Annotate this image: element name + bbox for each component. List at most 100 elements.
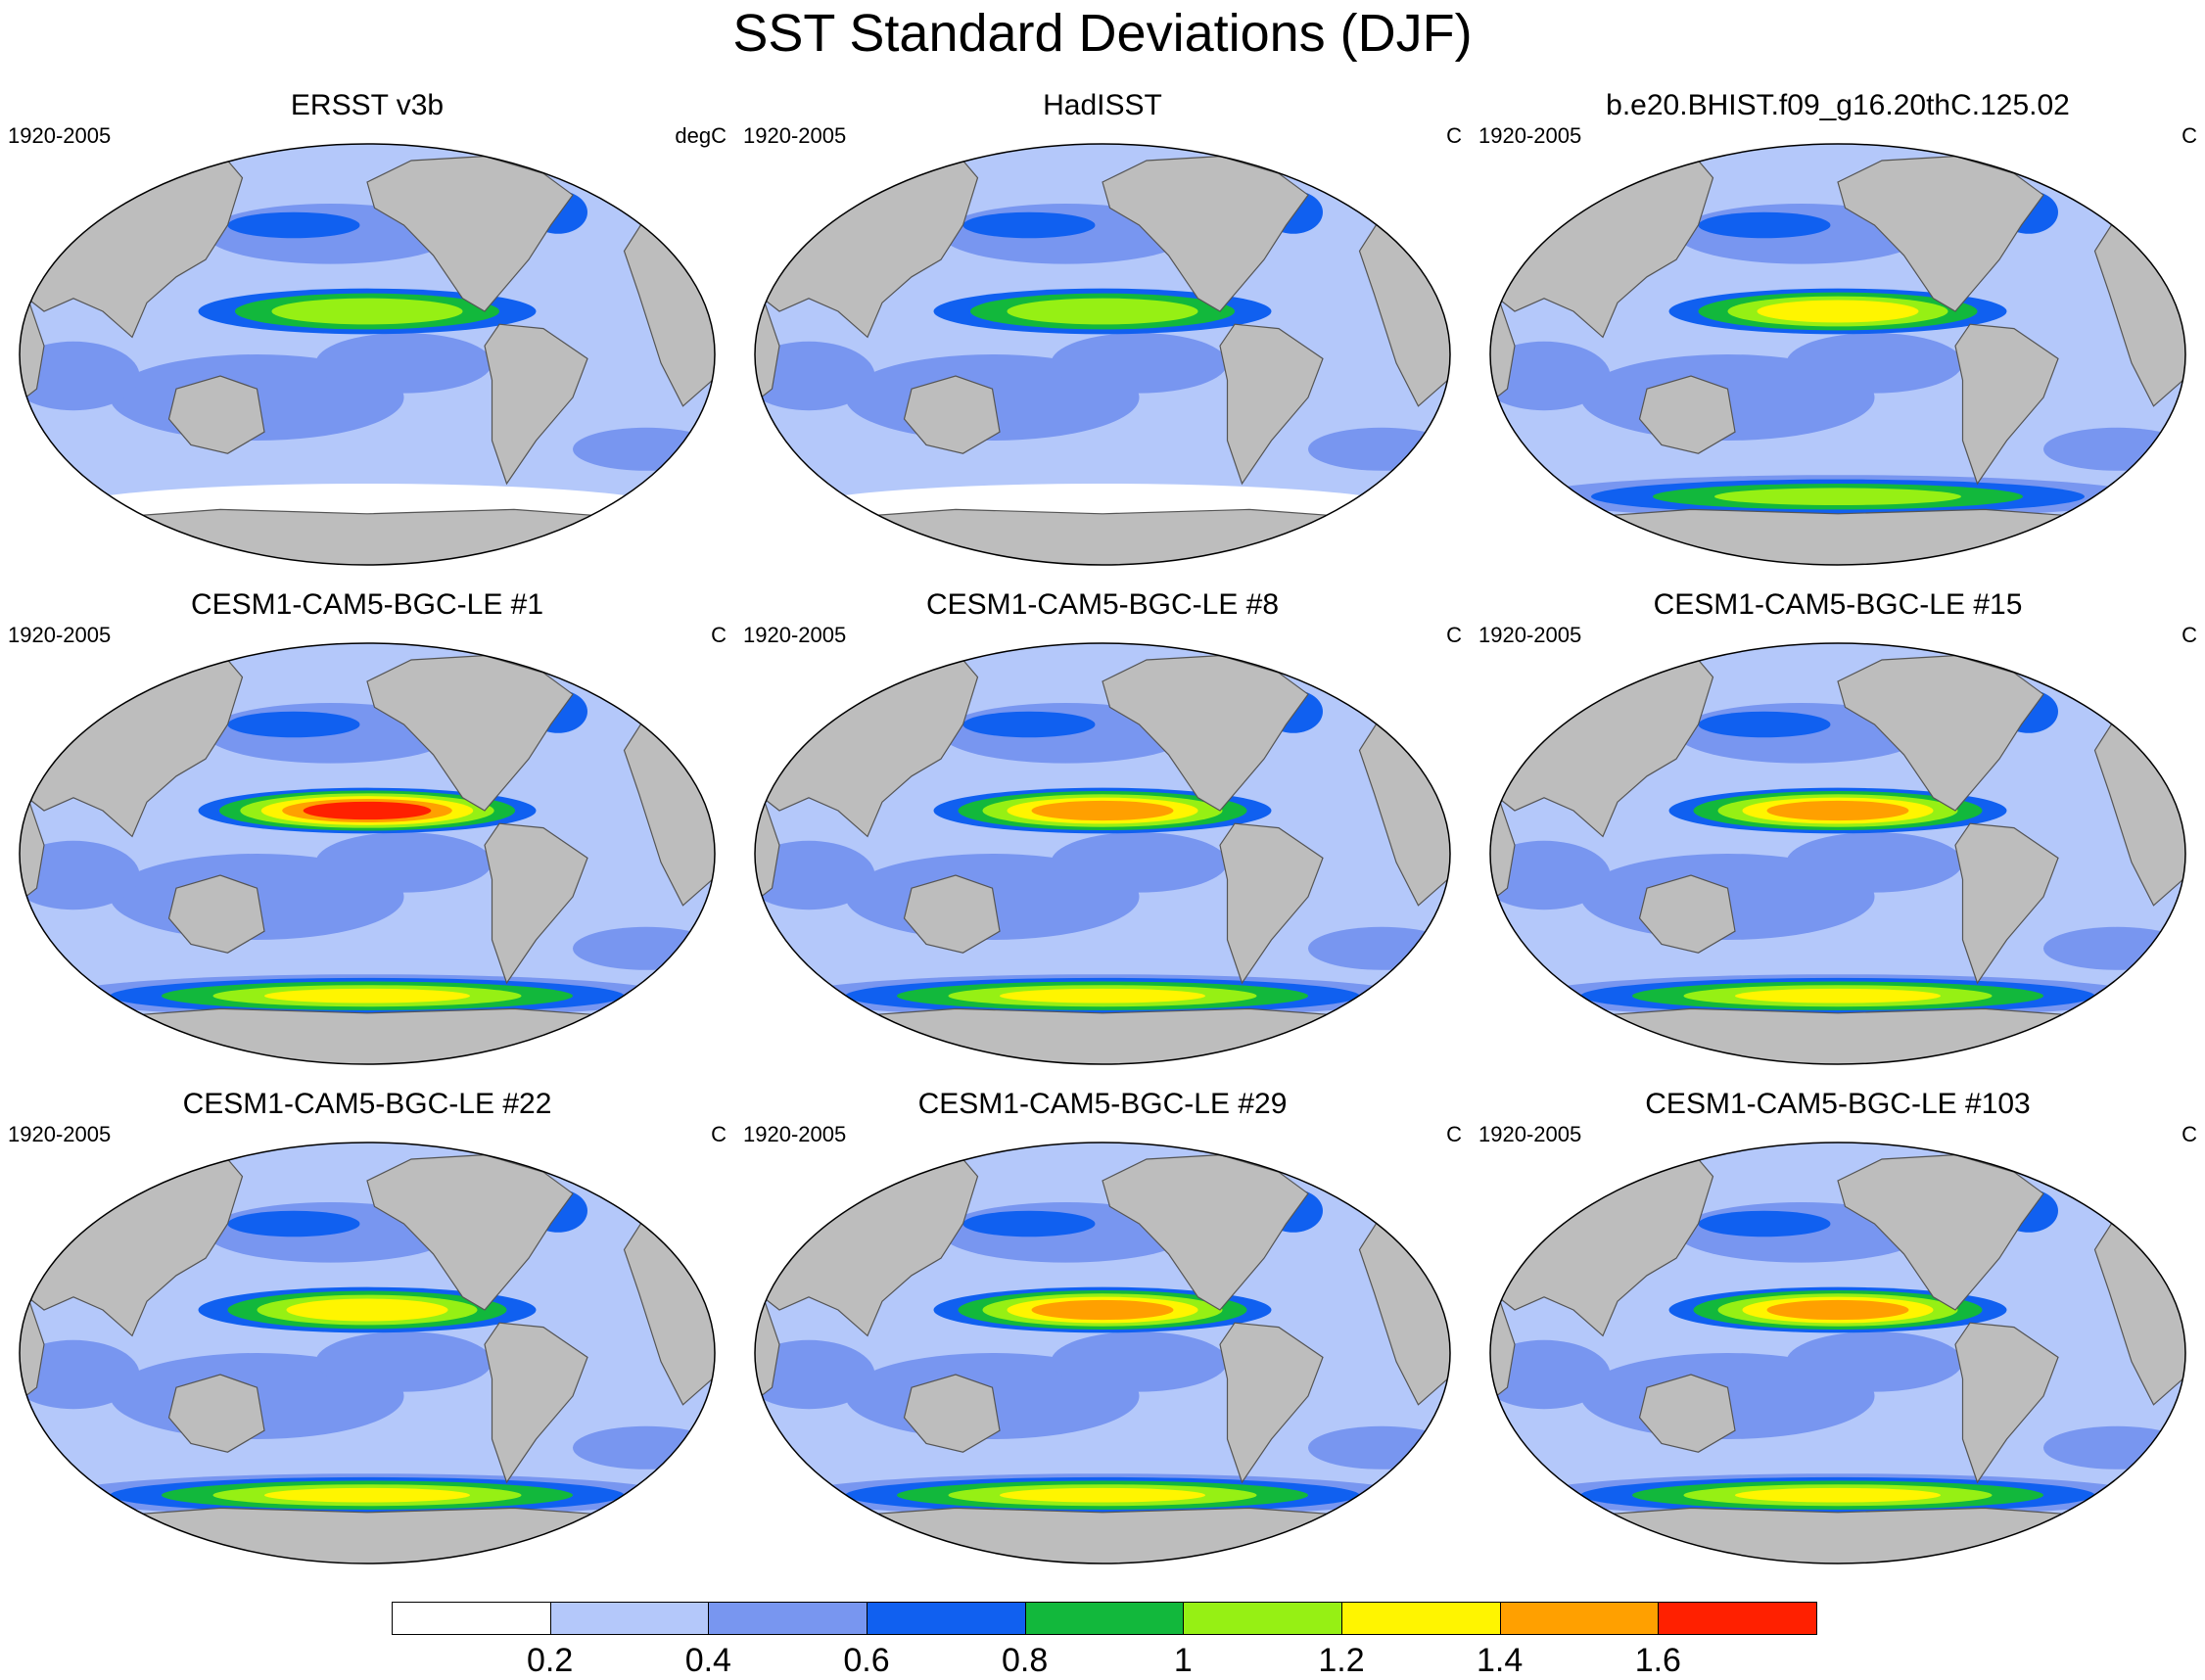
landmass — [564, 643, 633, 691]
sst-map — [754, 642, 1451, 1065]
kuroshio-band — [962, 211, 1096, 239]
kuroshio-band — [227, 211, 360, 239]
colorbar-swatch — [867, 1602, 1026, 1635]
panel-period: 1920-2005 — [8, 1122, 112, 1146]
landmass — [1299, 144, 1368, 192]
colorbar-label: 0.6 — [843, 1642, 890, 1679]
landmass — [1219, 1322, 1324, 1484]
enso-contour — [1766, 800, 1909, 821]
landmass — [903, 375, 1001, 454]
sst-contour — [2043, 926, 2185, 970]
sst-map — [1489, 1142, 2186, 1564]
sst-contour — [1308, 427, 1450, 471]
landmass — [1572, 1007, 2104, 1064]
southern-ocean-band — [1735, 988, 1941, 1003]
landmass — [836, 1007, 1369, 1064]
figure-title: SST Standard Deviations (DJF) — [732, 4, 1473, 63]
southern-ocean-band — [1714, 488, 1961, 505]
landmass — [101, 1007, 633, 1064]
landmass — [903, 874, 1001, 954]
sst-contour — [315, 1331, 493, 1392]
panel-units: C — [1446, 123, 1462, 148]
landmass — [1638, 375, 1736, 454]
enso-contour — [303, 801, 432, 820]
sst-map — [19, 143, 716, 566]
sst-contour — [1308, 926, 1450, 970]
map-boundary — [754, 1142, 1451, 1564]
colorbar — [392, 1602, 1817, 1637]
southern-ocean-band — [1000, 988, 1205, 1003]
panel-title: CESM1-CAM5-BGC-LE #8 — [925, 588, 1280, 621]
landmass — [1954, 323, 2059, 486]
colorbar-swatch — [708, 1602, 868, 1635]
panel-units: C — [711, 623, 727, 647]
panel-title: ERSST v3b — [290, 89, 445, 121]
sst-contour — [1051, 1331, 1228, 1392]
panel-period: 1920-2005 — [1478, 1122, 1582, 1146]
kuroshio-band — [227, 1210, 360, 1237]
enso-contour — [1757, 300, 1919, 323]
landmass — [1638, 874, 1736, 954]
colorbar-label: 0.2 — [527, 1642, 574, 1679]
enso-contour — [1031, 800, 1174, 821]
map-boundary — [19, 1142, 716, 1564]
kuroshio-band — [1698, 711, 1831, 738]
colorbar-swatch — [1658, 1602, 1817, 1635]
southern-ocean-band — [1000, 1487, 1205, 1503]
sst-contour — [315, 333, 493, 394]
enso-contour — [1007, 298, 1198, 325]
landmass — [2035, 144, 2103, 192]
sst-contour — [573, 427, 715, 471]
colorbar-label: 1 — [1173, 1642, 1193, 1679]
southern-ocean-band — [264, 1487, 470, 1503]
enso-contour — [1031, 1299, 1174, 1321]
landmass — [2035, 1143, 2103, 1190]
map-boundary — [1489, 1142, 2186, 1564]
map-boundary — [1489, 143, 2186, 566]
landmass — [1638, 1374, 1736, 1453]
kuroshio-band — [1698, 1210, 1831, 1237]
landmass — [564, 144, 633, 192]
panel-units: C — [1446, 1122, 1462, 1146]
map-panel: CESM1-CAM5-BGC-LE #8 1920-2005 C — [735, 587, 1470, 1077]
panel-units: C — [2182, 123, 2197, 148]
panel-period: 1920-2005 — [743, 1122, 847, 1146]
map-panel: CESM1-CAM5-BGC-LE #29 1920-2005 C — [735, 1087, 1470, 1576]
panel-title: HadISST — [1043, 89, 1162, 121]
landmass — [836, 508, 1369, 565]
colorbar-swatch — [1499, 1602, 1660, 1635]
landmass — [2035, 643, 2103, 691]
landmass — [1299, 643, 1368, 691]
sst-contour — [573, 926, 715, 970]
panel-title: CESM1-CAM5-BGC-LE #22 — [182, 1088, 552, 1120]
panel-title: CESM1-CAM5-BGC-LE #15 — [1653, 588, 2023, 621]
map-panel: CESM1-CAM5-BGC-LE #22 1920-2005 C — [0, 1087, 734, 1576]
colorbar-swatch — [1024, 1602, 1185, 1635]
panel-units: C — [711, 1122, 727, 1146]
sst-contour — [315, 832, 493, 893]
enso-contour — [1766, 1299, 1909, 1321]
panel-period: 1920-2005 — [8, 623, 112, 647]
landmass — [1219, 822, 1324, 985]
landmass — [1219, 323, 1324, 486]
colorbar-swatch — [1183, 1602, 1342, 1635]
sst-contour — [1786, 333, 1963, 394]
southern-ocean-band — [264, 988, 470, 1003]
map-boundary — [754, 642, 1451, 1065]
panel-period: 1920-2005 — [1478, 123, 1582, 148]
colorbar-swatch — [1341, 1602, 1501, 1635]
landmass — [167, 375, 265, 454]
landmass — [1572, 1507, 2104, 1563]
sst-contour — [2043, 1425, 2185, 1470]
map-panel: HadISST 1920-2005 C — [735, 88, 1470, 578]
map-panel: ERSST v3b 1920-2005 degC — [0, 88, 734, 578]
landmass — [836, 1507, 1369, 1563]
landmass — [101, 1507, 633, 1563]
landmass — [484, 323, 588, 486]
map-panel: CESM1-CAM5-BGC-LE #103 1920-2005 C — [1471, 1087, 2205, 1576]
landmass — [1572, 508, 2104, 565]
colorbar-label: 0.4 — [684, 1642, 731, 1679]
colorbar-label: 1.6 — [1634, 1642, 1681, 1679]
enso-contour — [271, 298, 463, 325]
enso-contour — [286, 1298, 448, 1322]
